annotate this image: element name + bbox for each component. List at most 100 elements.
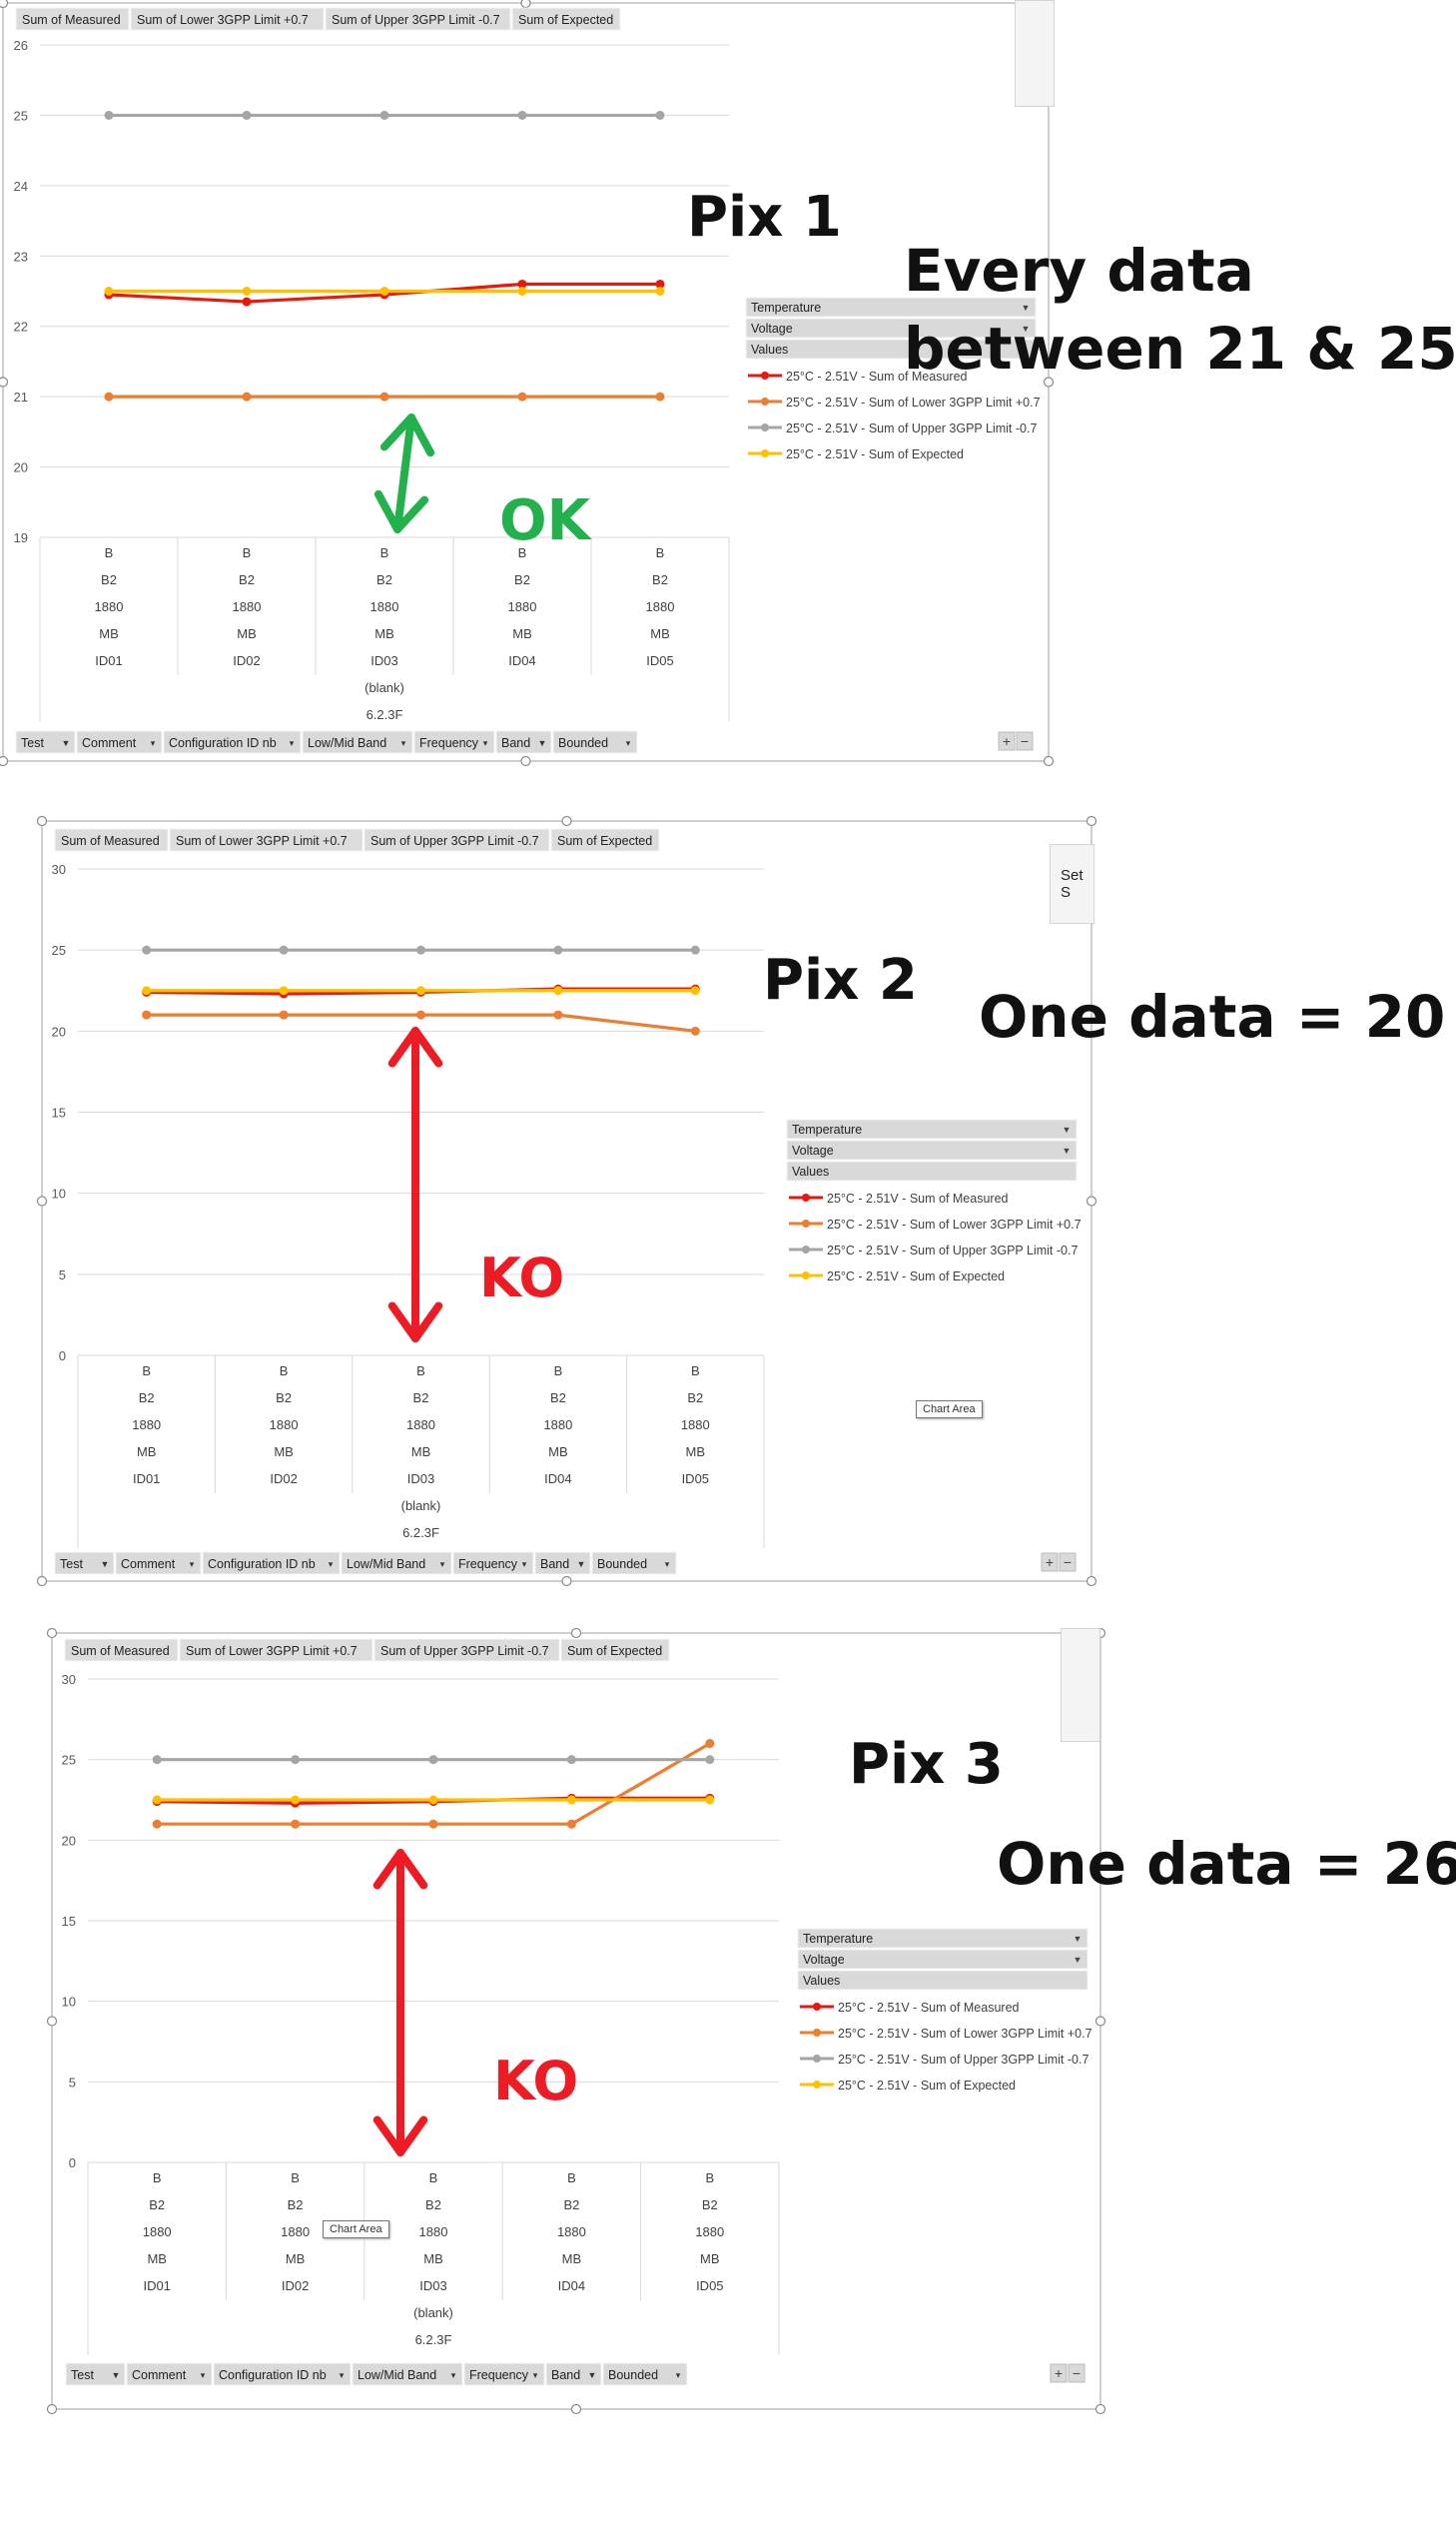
axis-field-button[interactable] — [452, 1551, 534, 1575]
axis-field-button[interactable] — [115, 1551, 202, 1575]
axis-field-button[interactable] — [213, 2362, 352, 2386]
chart-elements-button[interactable] — [1015, 0, 1055, 107]
dropdown-arrow-icon[interactable]: ▼ — [1074, 1955, 1083, 1965]
set-series-button[interactable]: Set S — [1050, 844, 1094, 924]
legend-field-button[interactable] — [797, 1928, 1089, 1949]
value-field-button[interactable] — [130, 7, 325, 31]
expand-button[interactable] — [1050, 2363, 1068, 2383]
axis-field-button[interactable] — [163, 730, 302, 754]
resize-handle[interactable] — [1043, 377, 1055, 388]
legend-field-button[interactable] — [786, 1140, 1078, 1161]
value-field-button[interactable] — [179, 1638, 373, 1662]
chart-elements-button-3[interactable] — [1061, 1628, 1100, 1742]
dropdown-arrow-icon[interactable]: ▾ — [151, 738, 156, 748]
value-field-button[interactable] — [511, 7, 621, 31]
axis-field-button[interactable] — [602, 2362, 688, 2386]
axis-field-button[interactable] — [302, 730, 413, 754]
axis-field-button[interactable] — [341, 1551, 452, 1575]
dropdown-arrow-icon[interactable]: ▾ — [626, 738, 631, 748]
collapse-button[interactable] — [1059, 1552, 1077, 1572]
filter-icon[interactable]: ▼ — [588, 2370, 597, 2380]
resize-handle[interactable] — [570, 1627, 582, 1639]
dropdown-arrow-icon[interactable]: ▾ — [522, 1559, 527, 1569]
value-field-button[interactable] — [373, 1638, 560, 1662]
filter-icon[interactable]: ▼ — [538, 738, 547, 748]
collapse-button[interactable] — [1068, 2363, 1086, 2383]
chart-frame[interactable] — [41, 820, 1092, 1582]
axis-field-button[interactable] — [545, 2362, 602, 2386]
chart-frame[interactable] — [51, 1632, 1101, 2410]
dropdown-arrow-icon[interactable]: ▾ — [676, 2370, 681, 2380]
dropdown-arrow-icon[interactable]: ▾ — [201, 2370, 206, 2380]
resize-handle[interactable] — [1043, 755, 1055, 767]
legend-field-button[interactable] — [745, 318, 1037, 339]
filter-icon[interactable]: ▼ — [101, 1559, 110, 1569]
filter-icon[interactable]: ▼ — [62, 738, 71, 748]
resize-handle[interactable] — [1086, 815, 1097, 827]
axis-field-button[interactable] — [76, 730, 163, 754]
dropdown-arrow-icon[interactable]: ▾ — [401, 738, 406, 748]
value-field-button[interactable] — [54, 828, 169, 852]
resize-handle[interactable] — [1086, 1575, 1097, 1587]
legend-field-button[interactable] — [797, 1970, 1089, 1991]
dropdown-arrow-icon[interactable]: ▾ — [440, 1559, 445, 1569]
dropdown-arrow-icon[interactable]: ▼ — [1074, 1934, 1083, 1944]
resize-handle[interactable] — [520, 0, 531, 9]
axis-field-button[interactable] — [591, 1551, 677, 1575]
resize-handle[interactable] — [46, 2016, 58, 2027]
axis-field-button[interactable] — [552, 730, 638, 754]
resize-handle[interactable] — [36, 815, 48, 827]
resize-handle[interactable] — [561, 815, 572, 827]
filter-icon[interactable]: ▼ — [577, 1559, 586, 1569]
dropdown-arrow-icon[interactable]: ▾ — [533, 2370, 538, 2380]
resize-handle[interactable] — [0, 755, 9, 767]
resize-handle[interactable] — [0, 0, 9, 9]
resize-handle[interactable] — [0, 377, 9, 388]
axis-field-button[interactable] — [413, 730, 495, 754]
expand-button[interactable] — [998, 731, 1016, 751]
filter-icon[interactable]: ▼ — [112, 2370, 121, 2380]
resize-handle[interactable] — [46, 1627, 58, 1639]
resize-handle[interactable] — [36, 1575, 48, 1587]
dropdown-arrow-icon[interactable]: ▼ — [1022, 324, 1031, 334]
resize-handle[interactable] — [46, 2403, 58, 2415]
dropdown-arrow-icon[interactable]: ▼ — [1022, 303, 1031, 313]
axis-field-button[interactable] — [65, 2362, 126, 2386]
resize-handle[interactable] — [520, 755, 531, 767]
axis-field-button[interactable] — [126, 2362, 213, 2386]
resize-handle[interactable] — [36, 1196, 48, 1207]
resize-handle[interactable] — [561, 1575, 572, 1587]
axis-field-button[interactable] — [202, 1551, 341, 1575]
legend-field-button[interactable] — [786, 1119, 1078, 1140]
value-field-button[interactable] — [64, 1638, 179, 1662]
resize-handle[interactable] — [1086, 1196, 1097, 1207]
value-field-button[interactable] — [550, 828, 660, 852]
dropdown-arrow-icon[interactable]: ▾ — [290, 738, 295, 748]
value-field-button[interactable] — [169, 828, 364, 852]
axis-field-button[interactable] — [495, 730, 552, 754]
expand-button[interactable] — [1041, 1552, 1059, 1572]
axis-field-button[interactable] — [534, 1551, 591, 1575]
resize-handle[interactable] — [570, 2403, 582, 2415]
axis-field-button[interactable] — [352, 2362, 463, 2386]
dropdown-arrow-icon[interactable]: ▾ — [483, 738, 488, 748]
dropdown-arrow-icon[interactable]: ▼ — [1063, 1146, 1072, 1156]
resize-handle[interactable] — [1094, 2016, 1106, 2027]
dropdown-arrow-icon[interactable]: ▾ — [329, 1559, 334, 1569]
value-field-button[interactable] — [364, 828, 550, 852]
dropdown-arrow-icon[interactable]: ▾ — [451, 2370, 456, 2380]
value-field-button[interactable] — [15, 7, 130, 31]
legend-field-button[interactable] — [745, 339, 1037, 360]
axis-field-button[interactable] — [463, 2362, 545, 2386]
dropdown-arrow-icon[interactable]: ▾ — [190, 1559, 195, 1569]
resize-handle[interactable] — [1094, 2403, 1106, 2415]
axis-field-button[interactable] — [15, 730, 76, 754]
axis-field-button[interactable] — [54, 1551, 115, 1575]
legend-field-button[interactable] — [797, 1949, 1089, 1970]
dropdown-arrow-icon[interactable]: ▼ — [1063, 1125, 1072, 1135]
collapse-button[interactable] — [1016, 731, 1034, 751]
dropdown-arrow-icon[interactable]: ▾ — [340, 2370, 345, 2380]
value-field-button[interactable] — [560, 1638, 670, 1662]
legend-field-button[interactable] — [786, 1161, 1078, 1182]
legend-field-button[interactable] — [745, 297, 1037, 318]
